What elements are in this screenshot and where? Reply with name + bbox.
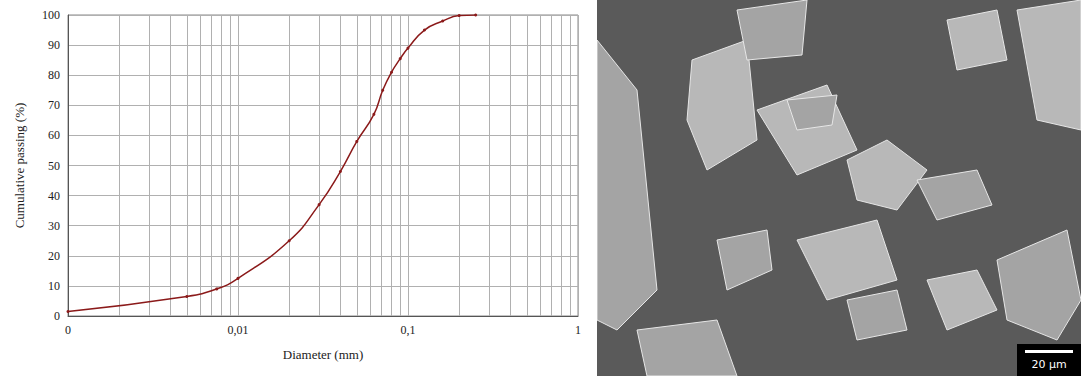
svg-text:50: 50	[48, 159, 60, 173]
svg-text:30: 30	[48, 219, 60, 233]
svg-text:90: 90	[48, 38, 60, 52]
svg-text:100: 100	[42, 8, 60, 22]
svg-text:0,01: 0,01	[228, 323, 249, 337]
svg-text:0: 0	[54, 309, 60, 323]
svg-text:10: 10	[48, 279, 60, 293]
svg-text:20 µm: 20 µm	[1031, 358, 1066, 371]
svg-text:20: 20	[48, 249, 60, 263]
svg-text:40: 40	[48, 189, 60, 203]
svg-text:80: 80	[48, 68, 60, 82]
svg-text:60: 60	[48, 128, 60, 142]
svg-text:1: 1	[575, 323, 581, 337]
svg-text:Cumulative passing (%): Cumulative passing (%)	[12, 103, 27, 229]
svg-text:0,1: 0,1	[401, 323, 416, 337]
svg-text:70: 70	[48, 98, 60, 112]
svg-text:0: 0	[65, 323, 71, 337]
svg-text:Diameter (mm): Diameter (mm)	[283, 347, 364, 362]
